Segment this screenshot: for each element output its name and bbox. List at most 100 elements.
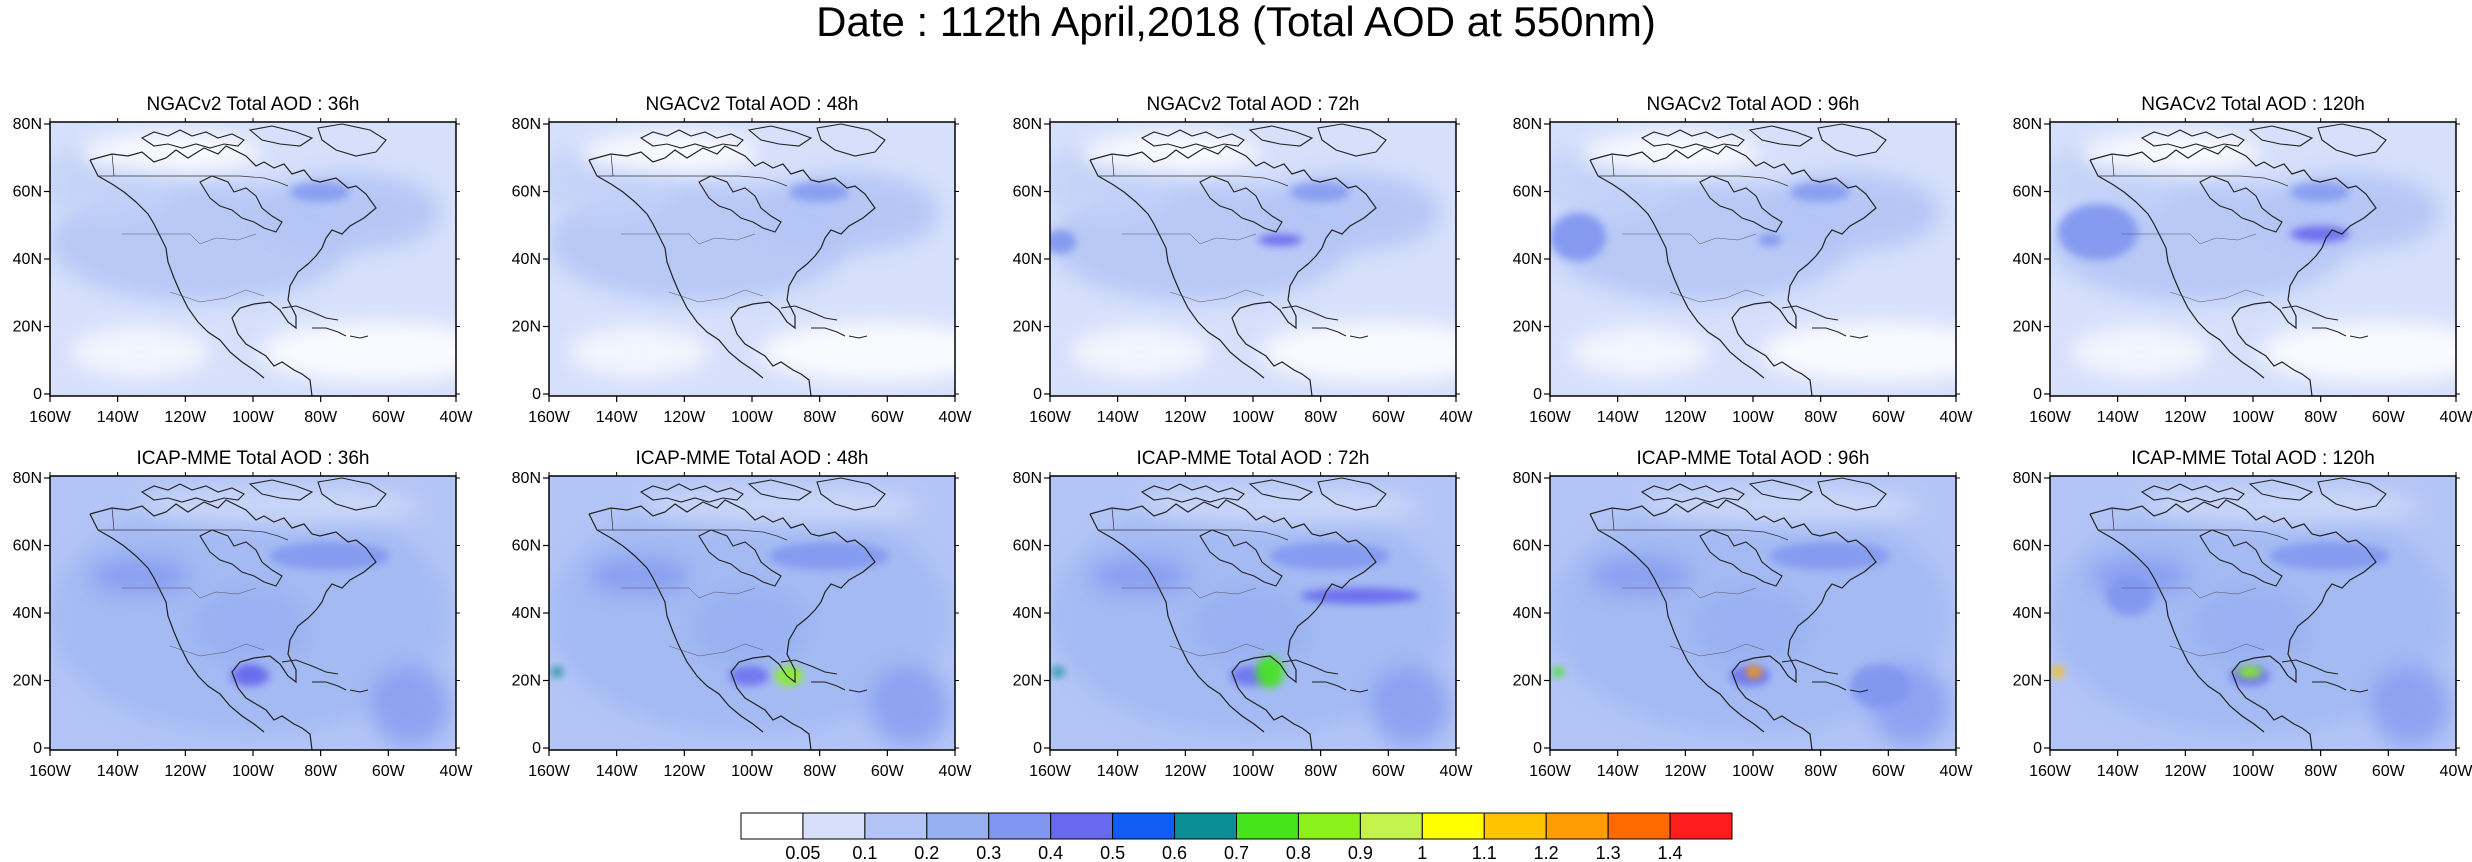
- lat-tick-label: 80N: [13, 470, 42, 487]
- lat-tick-label: 60N: [512, 538, 541, 555]
- map-panel: NGACv2 Total AOD : 72h 80N 60N 40N 20N 0 160W 1…: [1013, 94, 1474, 426]
- lat-tick-label: 20N: [1013, 673, 1042, 690]
- lon-tick-label: 120W: [663, 763, 706, 780]
- lon-tick-label: 160W: [2029, 409, 2072, 426]
- lon-tick-label: 40W: [1940, 763, 1974, 780]
- lon-tick-label: 160W: [1029, 409, 1072, 426]
- map-area: 80N 60N 40N 20N 0 160W 140W 120W 100W 80W 60W 40W: [512, 470, 973, 780]
- lon-tick-label: 120W: [663, 409, 706, 426]
- lat-tick-label: 80N: [1013, 470, 1042, 487]
- lat-tick-label: 40N: [512, 251, 541, 268]
- lon-tick-label: 40W: [2440, 409, 2472, 426]
- lon-tick-label: 100W: [1732, 763, 1775, 780]
- lon-tick-label: 60W: [1372, 409, 1406, 426]
- lon-tick-label: 60W: [372, 763, 406, 780]
- aod-hotspot: [1550, 213, 1606, 261]
- lon-tick-label: 100W: [232, 409, 275, 426]
- lat-tick-label: 40N: [1013, 251, 1042, 268]
- lat-tick-label: 0: [33, 386, 42, 403]
- lon-tick-label: 100W: [232, 763, 275, 780]
- map-area: 80N 60N 40N 20N 0 160W 140W 120W 100W 80W 60W 40W: [13, 470, 474, 780]
- map-panel: ICAP-MME Total AOD : 72h 80N 60N 40N 20N 0 160…: [1013, 448, 1474, 780]
- aod-hotspot: [1258, 234, 1302, 246]
- lat-tick-label: 20N: [1513, 673, 1542, 690]
- lon-tick-label: 40W: [440, 409, 474, 426]
- lat-tick-label: 60N: [13, 538, 42, 555]
- lon-tick-label: 80W: [803, 409, 837, 426]
- lon-tick-label: 60W: [871, 409, 905, 426]
- lon-tick-label: 60W: [1372, 763, 1406, 780]
- lat-tick-label: 40N: [2013, 251, 2042, 268]
- lat-tick-label: 20N: [13, 673, 42, 690]
- lon-tick-label: 140W: [596, 763, 639, 780]
- lon-tick-label: 160W: [528, 763, 571, 780]
- lat-tick-label: 0: [1033, 740, 1042, 757]
- aod-hotspot: [1052, 667, 1064, 677]
- panel-title: ICAP-MME Total AOD : 36h: [136, 448, 369, 469]
- lon-tick-label: 100W: [1232, 763, 1275, 780]
- aod-hotspot: [1552, 667, 1564, 677]
- aod-hotspot: [551, 667, 563, 677]
- aod-hotspot: [1256, 656, 1284, 688]
- lon-tick-label: 160W: [1029, 763, 1072, 780]
- aod-hotspot: [2106, 576, 2154, 616]
- lat-tick-label: 20N: [2013, 673, 2042, 690]
- aod-hotspot: [2058, 204, 2138, 260]
- map-area: 80N 60N 40N 20N 0 160W 140W 120W 100W 80W 60W 40W: [1513, 470, 1974, 780]
- lon-tick-label: 60W: [2372, 409, 2406, 426]
- lat-tick-label: 40N: [2013, 605, 2042, 622]
- panel-title: NGACv2 Total AOD : 36h: [147, 94, 360, 115]
- figure-title: Date : 112th April,2018 (Total AOD at 55…: [816, 0, 1656, 45]
- aod-hotspot: [2238, 666, 2262, 678]
- panel-title: NGACv2 Total AOD : 48h: [646, 94, 859, 115]
- aod-hotspot: [1300, 588, 1420, 604]
- lat-tick-label: 80N: [512, 470, 541, 487]
- lat-tick-label: 0: [532, 740, 541, 757]
- lon-tick-label: 80W: [1804, 409, 1838, 426]
- aod-hotspot: [1850, 664, 1910, 708]
- map-panel: ICAP-MME Total AOD : 96h 80N 60N 40N 20N 0 160…: [1513, 448, 1974, 780]
- lat-tick-label: 60N: [1513, 538, 1542, 555]
- lat-tick-label: 0: [1033, 386, 1042, 403]
- lon-tick-label: 140W: [1597, 409, 1640, 426]
- lat-tick-label: 60N: [512, 184, 541, 201]
- lon-tick-label: 80W: [803, 763, 837, 780]
- lat-tick-label: 40N: [512, 605, 541, 622]
- map-panel: ICAP-MME Total AOD : 120h 80N 60N 40N 20N 0 16…: [2013, 448, 2472, 780]
- panel-title: ICAP-MME Total AOD : 96h: [1636, 448, 1869, 469]
- lat-tick-label: 0: [1533, 740, 1542, 757]
- map-area: 80N 60N 40N 20N 0 160W 140W 120W 100W 80W 60W 40W: [1013, 116, 1474, 426]
- map-panel: ICAP-MME Total AOD : 48h 80N 60N 40N 20N 0 160…: [512, 448, 973, 780]
- map-area: 80N 60N 40N 20N 0 160W 140W 120W 100W 80W 60W 40W: [2013, 470, 2472, 780]
- map-panel: ICAP-MME Total AOD : 36h 80N 60N 40N 20N 0 160…: [13, 448, 474, 780]
- map-panel: NGACv2 Total AOD : 36h 80N 60N 40N 20N 0 160W 1…: [13, 94, 474, 426]
- lon-tick-label: 60W: [2372, 763, 2406, 780]
- lat-tick-label: 20N: [1013, 319, 1042, 336]
- lat-tick-label: 20N: [512, 319, 541, 336]
- lat-tick-label: 60N: [2013, 538, 2042, 555]
- lon-tick-label: 80W: [304, 409, 338, 426]
- lon-tick-label: 40W: [440, 763, 474, 780]
- lat-tick-label: 80N: [1513, 470, 1542, 487]
- panel-title: NGACv2 Total AOD : 96h: [1647, 94, 1860, 115]
- map-area: 80N 60N 40N 20N 0 160W 140W 120W 100W 80W 60W 40W: [1513, 116, 1974, 426]
- lat-tick-label: 0: [2033, 740, 2042, 757]
- lat-tick-label: 80N: [2013, 116, 2042, 133]
- aod-hotspot: [1746, 666, 1762, 678]
- lat-tick-label: 60N: [2013, 184, 2042, 201]
- aod-hotspot: [1050, 230, 1076, 254]
- lon-tick-label: 160W: [1529, 409, 1572, 426]
- lon-tick-label: 120W: [1664, 763, 1707, 780]
- lat-tick-label: 80N: [1013, 116, 1042, 133]
- map-area: 80N 60N 40N 20N 0 160W 140W 120W 100W 80W 60W 40W: [512, 116, 973, 426]
- aod-hotspot: [2052, 666, 2064, 678]
- lon-tick-label: 140W: [97, 763, 140, 780]
- lon-tick-label: 160W: [29, 409, 72, 426]
- lon-tick-label: 120W: [1664, 409, 1707, 426]
- lat-tick-label: 60N: [1013, 538, 1042, 555]
- lat-tick-label: 20N: [512, 673, 541, 690]
- lon-tick-label: 100W: [2232, 409, 2275, 426]
- lat-tick-label: 20N: [1513, 319, 1542, 336]
- lon-tick-label: 120W: [2164, 409, 2207, 426]
